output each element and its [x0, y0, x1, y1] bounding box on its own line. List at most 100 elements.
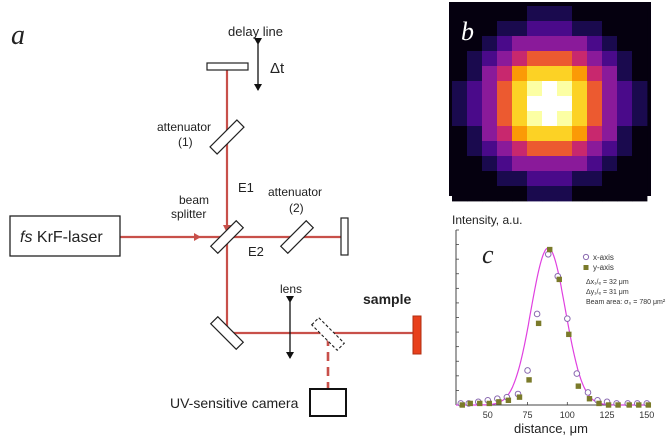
chart-annotations: Δx₁/ₑ = 32 μm Δy₁/ₑ = 31 μm Beam area: σ₀ … [586, 279, 666, 306]
beam-pixel [497, 171, 513, 187]
chart-xlabel: distance, μm [514, 421, 588, 436]
beam-pixel [557, 186, 573, 202]
beam-pixel [542, 156, 558, 172]
beam-pixel [587, 126, 603, 142]
beam-pixel [557, 6, 573, 22]
beam-pixel [512, 111, 528, 127]
beam-pixel [617, 171, 633, 187]
beam-pixel [602, 81, 618, 97]
beam-pixel [617, 21, 633, 37]
beam-pixel [482, 156, 498, 172]
beam-pixel [602, 186, 618, 202]
beam-pixel [482, 66, 498, 82]
beam-pixel [572, 36, 588, 52]
beam-pixel [602, 6, 618, 22]
legend-marker-y-axis [583, 265, 589, 270]
beam-pixel [452, 36, 468, 52]
beam-pixel [542, 6, 558, 22]
beam-pixel [497, 156, 513, 172]
beam-pixel [542, 81, 558, 97]
beam-pixel [572, 126, 588, 142]
beam-pixel [557, 36, 573, 52]
beam-pixel [527, 6, 543, 22]
beam-pixel [617, 186, 633, 202]
beam-pixel [557, 96, 573, 112]
beam-pixel [542, 186, 558, 202]
beam-pixel [542, 51, 558, 67]
beam-pixel [512, 66, 528, 82]
beam-pixel [557, 81, 573, 97]
chart-point-y-axis [556, 276, 562, 283]
chart-point-y-axis [575, 383, 582, 389]
beam-pixel [467, 66, 483, 82]
beam-pixel [632, 81, 648, 97]
beam-pixel [557, 141, 573, 157]
beam-pixel [572, 111, 588, 127]
beam-pixel [587, 81, 603, 97]
laser-name: KrF-laser [32, 229, 103, 246]
beam-pixel [542, 36, 558, 52]
beam-pixel [617, 141, 633, 157]
beam-pixel [557, 111, 573, 127]
legend-label-y-axis: y-axis [593, 263, 614, 272]
beam-pixel [542, 21, 558, 37]
beam-pixel [632, 186, 648, 202]
chart-point-y-axis [626, 402, 632, 408]
beam-pixel [557, 126, 573, 142]
beam-pixel [497, 51, 513, 67]
beam-pixel [527, 51, 543, 67]
beam-pixel [497, 111, 513, 127]
beam-pixel [527, 81, 543, 97]
beam-splitter-label-2: splitter [171, 207, 206, 221]
beam-pixel [467, 141, 483, 157]
chart-point-x-axis [533, 310, 541, 318]
chart-fit-line [456, 247, 650, 406]
beam-pixel [542, 141, 558, 157]
beam-pixel [587, 141, 603, 157]
chart-point-x-axis [544, 250, 552, 258]
beam-pixel [482, 141, 498, 157]
beam-pixel [452, 126, 468, 142]
chart-x-tick-label: 150 [639, 410, 654, 420]
sample-label: sample [363, 291, 411, 307]
camera-label: UV-sensitive camera [170, 395, 299, 411]
beam-pixel [512, 156, 528, 172]
beam-pixel [467, 6, 483, 22]
delay-line-label: delay line [228, 24, 283, 39]
beam-pixel [497, 141, 513, 157]
beam-pixel [452, 66, 468, 82]
chart-point-y-axis [535, 320, 542, 327]
beam-pixel [557, 66, 573, 82]
setup-diagram: a delay line Δt attenuator (1) E1 beam s… [9, 20, 422, 417]
attenuator-1 [209, 119, 245, 155]
beam-pixel [452, 6, 468, 22]
chart-x-tick-label: 125 [600, 410, 615, 420]
beam-pixel [527, 111, 543, 127]
beam-pixel [452, 186, 468, 202]
chart-point-x-axis [573, 370, 581, 377]
delay-line-mirror [206, 62, 249, 71]
beam-pixel [587, 66, 603, 82]
beam-pixel [482, 111, 498, 127]
beam-pixel [587, 111, 603, 127]
e2-label: E2 [248, 244, 264, 259]
beam-pixel [632, 36, 648, 52]
beam-pixel [617, 36, 633, 52]
beam-pixel [452, 96, 468, 112]
chart-point-x-axis [524, 367, 531, 374]
turning-mirror [209, 315, 245, 351]
panel-label-a: a [11, 20, 25, 51]
chart-point-x-axis [584, 389, 592, 396]
beam-pixel [512, 6, 528, 22]
beam-pixel [617, 111, 633, 127]
beam-image-cells [452, 6, 648, 202]
beam-pixel [602, 51, 618, 67]
beam-pixel [497, 126, 513, 142]
attenuator-1-label: attenuator [157, 120, 211, 134]
attenuator-2 [279, 219, 315, 255]
chart-x-tick-label: 50 [483, 410, 493, 420]
beam-splitter [209, 219, 245, 255]
beam-pixel [602, 126, 618, 142]
beam-pixel [572, 141, 588, 157]
